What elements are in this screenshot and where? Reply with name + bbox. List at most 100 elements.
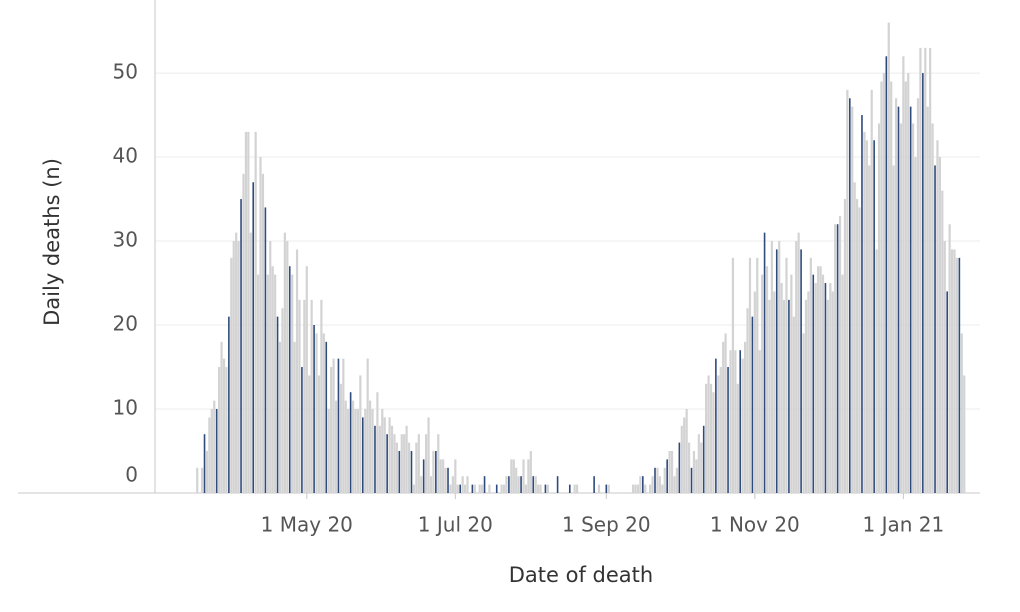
bar xyxy=(804,299,808,493)
bar xyxy=(403,434,406,493)
bar xyxy=(670,451,674,493)
bar xyxy=(834,224,837,494)
bar xyxy=(836,224,839,494)
bar xyxy=(291,274,294,493)
bar xyxy=(800,249,802,493)
bar xyxy=(739,350,742,493)
bar xyxy=(222,358,226,493)
bar xyxy=(242,173,245,493)
bar xyxy=(298,299,301,493)
bar xyxy=(960,333,963,493)
bar xyxy=(437,434,440,493)
bar xyxy=(687,442,691,493)
bar xyxy=(722,341,725,493)
bar xyxy=(266,274,269,493)
bar xyxy=(230,257,233,493)
bar xyxy=(500,484,503,493)
bar xyxy=(765,266,769,493)
bar xyxy=(556,476,559,493)
bar xyxy=(488,484,491,493)
y-tick-label: 30 xyxy=(113,228,138,252)
bar xyxy=(938,157,941,494)
bar xyxy=(240,199,242,493)
bar xyxy=(520,476,522,493)
bar xyxy=(252,182,255,493)
bar xyxy=(809,257,812,493)
bar xyxy=(544,484,547,493)
y-axis-title: Daily deaths (n) xyxy=(40,158,64,326)
bar xyxy=(417,434,420,493)
bar xyxy=(700,442,703,493)
bar xyxy=(527,459,530,493)
bar xyxy=(865,140,868,493)
bar xyxy=(264,207,267,493)
bar xyxy=(795,241,798,493)
bar xyxy=(215,409,218,493)
bar xyxy=(334,400,338,493)
bar xyxy=(412,484,416,493)
bar xyxy=(692,451,696,493)
bar xyxy=(807,291,810,493)
bar xyxy=(293,341,296,493)
bar xyxy=(746,308,749,493)
bar xyxy=(327,409,330,493)
bar xyxy=(636,484,640,493)
bar xyxy=(410,451,413,493)
bar xyxy=(763,232,766,493)
bar xyxy=(948,224,951,494)
bar xyxy=(427,417,430,493)
bar xyxy=(220,341,223,493)
bar xyxy=(785,257,788,493)
bar xyxy=(247,131,250,494)
bar xyxy=(934,165,936,493)
bar xyxy=(748,257,752,493)
bar xyxy=(734,350,737,493)
bar xyxy=(359,375,362,493)
y-tick-label: 0 xyxy=(125,463,138,487)
bar xyxy=(435,451,437,493)
bar xyxy=(374,425,376,493)
bar xyxy=(349,392,352,493)
bar xyxy=(313,325,315,493)
bar xyxy=(208,417,211,493)
bar xyxy=(442,459,445,493)
bar xyxy=(922,73,924,493)
bar xyxy=(727,367,729,493)
bar xyxy=(330,367,333,493)
bar xyxy=(924,47,927,494)
bar xyxy=(522,459,525,493)
bar xyxy=(366,358,369,493)
bar xyxy=(447,467,449,493)
bar xyxy=(276,316,279,493)
bar xyxy=(661,484,664,493)
bar xyxy=(529,451,532,493)
bar xyxy=(398,451,401,493)
bar xyxy=(902,56,905,493)
bar xyxy=(778,241,781,493)
bar xyxy=(768,299,771,493)
bar xyxy=(654,467,656,493)
bar xyxy=(792,316,795,493)
bar xyxy=(870,89,873,493)
bar xyxy=(537,484,540,493)
bar xyxy=(495,484,498,493)
bar xyxy=(203,434,206,493)
bar xyxy=(478,484,481,493)
bar xyxy=(315,333,318,493)
bar xyxy=(715,358,717,493)
x-axis-title: Date of death xyxy=(509,563,653,587)
bar xyxy=(502,484,506,493)
bar xyxy=(649,484,652,493)
bar xyxy=(861,115,863,493)
bar xyxy=(308,375,311,493)
bar xyxy=(461,476,464,493)
bar xyxy=(831,291,834,493)
bar xyxy=(651,476,654,493)
bar xyxy=(228,316,230,493)
bar xyxy=(235,232,238,493)
bar xyxy=(644,484,647,493)
bar xyxy=(882,73,885,493)
bar xyxy=(904,81,907,493)
bar xyxy=(512,459,515,493)
